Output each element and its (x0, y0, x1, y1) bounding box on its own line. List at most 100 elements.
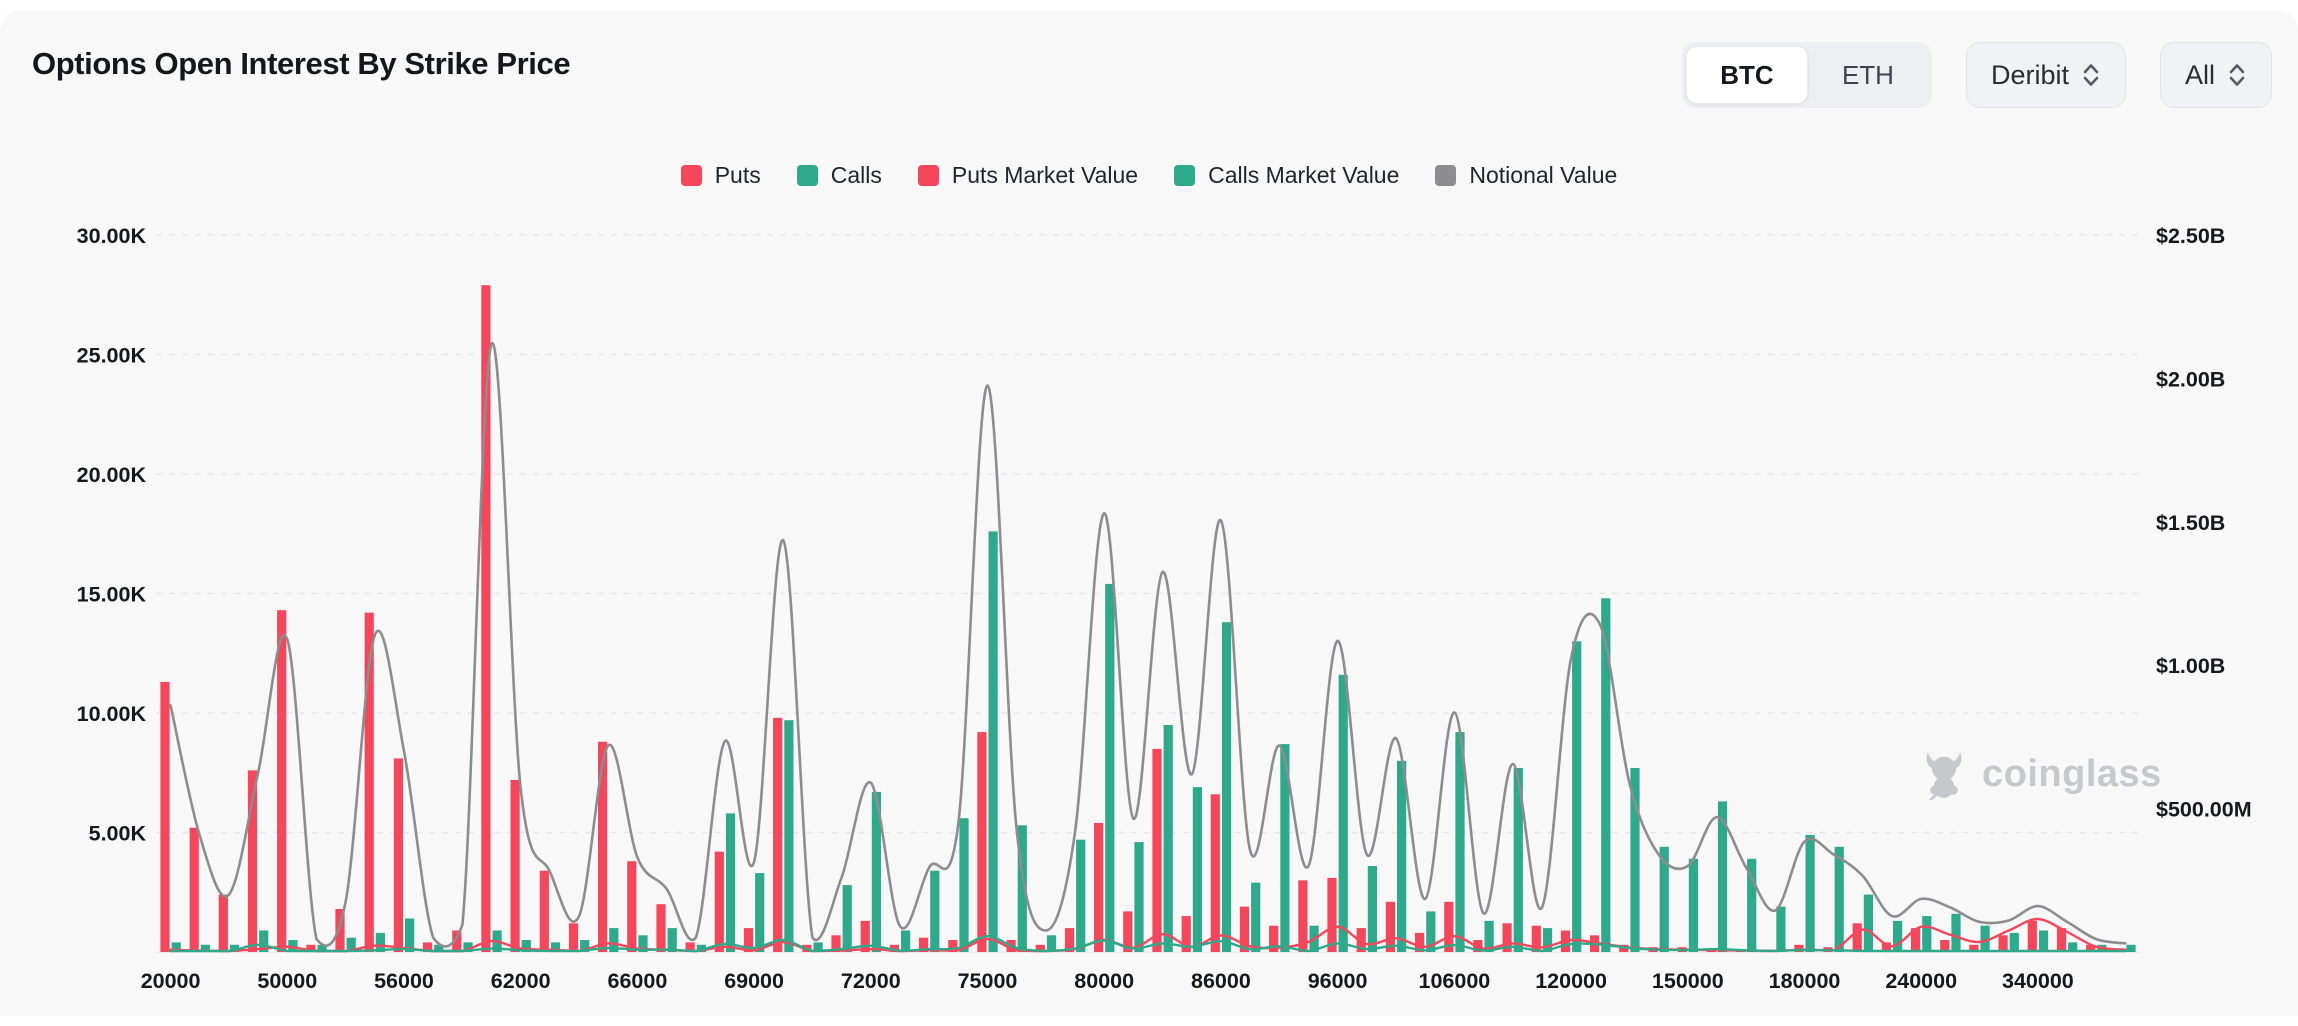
puts-bar[interactable] (773, 717, 783, 952)
puts-bar[interactable] (160, 681, 170, 952)
calls-bar[interactable] (463, 942, 473, 952)
puts-bar[interactable] (1940, 940, 1950, 952)
calls-bar[interactable] (2038, 930, 2049, 953)
puts-bar[interactable] (685, 942, 695, 952)
puts-bar[interactable] (948, 940, 958, 952)
calls-bar[interactable] (959, 818, 969, 952)
calls-bar[interactable] (550, 942, 561, 952)
puts-bar[interactable] (218, 894, 228, 952)
calls-bar[interactable] (1513, 768, 1523, 952)
puts-bar[interactable] (2056, 928, 2067, 952)
calls-bar[interactable] (1893, 920, 1903, 952)
calls-bar[interactable] (1747, 858, 1757, 952)
puts-bar[interactable] (1123, 911, 1133, 952)
calls-bar[interactable] (2126, 944, 2136, 952)
puts-bar[interactable] (1064, 928, 1075, 952)
calls-bar[interactable] (1542, 928, 1553, 952)
calls-bar[interactable] (1922, 916, 1932, 952)
puts-bar[interactable] (1239, 906, 1250, 952)
calls-bar[interactable] (1863, 894, 1873, 952)
exchange-select[interactable]: Deribit (1965, 42, 2126, 108)
calls-bar[interactable] (288, 940, 298, 952)
legend-item-puts[interactable]: Puts (680, 162, 761, 189)
toggle-btc[interactable]: BTC (1685, 46, 1808, 104)
calls-bar[interactable] (1367, 866, 1377, 952)
calls-bar[interactable] (1805, 834, 1815, 952)
calls-bar[interactable] (580, 940, 590, 952)
calls-bar[interactable] (259, 930, 269, 953)
puts-bar[interactable] (1444, 901, 1454, 952)
puts-bar[interactable] (452, 930, 462, 953)
calls-bar[interactable] (638, 935, 648, 952)
puts-bar[interactable] (335, 909, 345, 952)
calls-bar[interactable] (930, 870, 940, 952)
puts-bar[interactable] (1094, 822, 1104, 952)
calls-bar[interactable] (171, 942, 181, 952)
calls-bar[interactable] (696, 944, 706, 952)
puts-bar[interactable] (277, 610, 287, 952)
puts-bar[interactable] (247, 770, 258, 952)
puts-bar[interactable] (568, 923, 579, 952)
puts-bar[interactable] (1356, 928, 1366, 952)
calls-bar[interactable] (1659, 846, 1669, 952)
calls-bar[interactable] (521, 940, 531, 952)
calls-bar[interactable] (871, 791, 881, 952)
calls-bar[interactable] (725, 813, 736, 952)
calls-bar[interactable] (842, 885, 852, 952)
puts-bar[interactable] (919, 937, 929, 952)
calls-bar[interactable] (1134, 842, 1144, 952)
calls-bar[interactable] (784, 720, 794, 952)
calls-bar[interactable] (1251, 882, 1261, 952)
calls-bar[interactable] (1163, 725, 1173, 952)
calls-bar[interactable] (2009, 932, 2019, 952)
calls-bar[interactable] (200, 944, 210, 952)
calls-bar[interactable] (1484, 920, 1494, 952)
puts-bar[interactable] (889, 944, 899, 952)
calls-bar[interactable] (901, 930, 911, 953)
calls-bar[interactable] (346, 937, 356, 952)
calls-bar[interactable] (1688, 858, 1698, 952)
puts-bar[interactable] (860, 920, 870, 952)
legend-item-calls[interactable]: Calls (796, 162, 882, 189)
calls-bar[interactable] (813, 942, 823, 952)
puts-bar[interactable] (1181, 916, 1191, 952)
calls-bar[interactable] (317, 944, 327, 952)
puts-bar[interactable] (1298, 880, 1308, 952)
calls-bar[interactable] (667, 928, 677, 952)
calls-bar[interactable] (1455, 732, 1465, 952)
puts-bar[interactable] (627, 861, 637, 952)
puts-bar[interactable] (1269, 925, 1279, 952)
puts-bar[interactable] (539, 870, 549, 952)
calls-bar[interactable] (1426, 911, 1436, 952)
calls-bar[interactable] (1601, 598, 1611, 952)
calls-bar[interactable] (1951, 913, 1961, 952)
puts-bar[interactable] (1911, 928, 1921, 952)
calls-bar[interactable] (1192, 787, 1202, 952)
calls-bar[interactable] (1221, 622, 1232, 952)
puts-bar[interactable] (423, 942, 433, 952)
puts-bar[interactable] (1852, 923, 1862, 952)
calls-bar[interactable] (988, 531, 998, 952)
puts-bar[interactable] (1415, 932, 1425, 952)
legend-item-calls-market-value[interactable]: Calls Market Value (1174, 162, 1399, 189)
puts-bar[interactable] (714, 851, 724, 952)
calls-bar[interactable] (609, 928, 619, 952)
calls-bar[interactable] (755, 873, 765, 952)
puts-bar[interactable] (656, 904, 666, 952)
puts-bar[interactable] (510, 779, 520, 952)
puts-bar[interactable] (598, 741, 608, 952)
puts-bar[interactable] (1531, 925, 1541, 952)
calls-bar[interactable] (1630, 768, 1640, 952)
calls-bar[interactable] (1017, 825, 1027, 952)
puts-bar[interactable] (1327, 877, 1337, 952)
toggle-eth[interactable]: ETH (1808, 46, 1928, 104)
calls-bar[interactable] (375, 932, 385, 952)
calls-bar[interactable] (2068, 942, 2078, 952)
puts-bar[interactable] (306, 944, 316, 952)
puts-bar[interactable] (1998, 935, 2008, 952)
expiry-select[interactable]: All (2159, 42, 2272, 108)
puts-bar[interactable] (1881, 942, 1891, 952)
calls-bar[interactable] (1717, 801, 1728, 952)
calls-bar[interactable] (1980, 925, 1990, 952)
puts-bar[interactable] (831, 935, 841, 952)
